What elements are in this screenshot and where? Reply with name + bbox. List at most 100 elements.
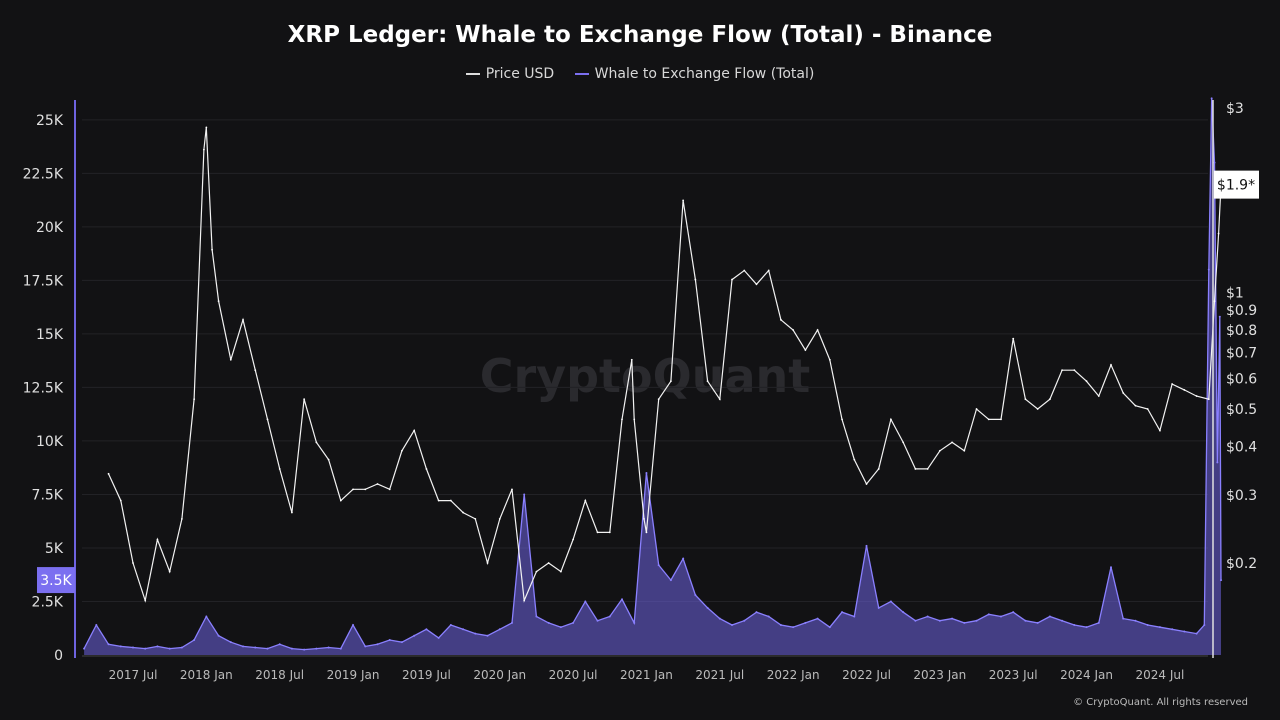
price-point [401, 449, 403, 452]
flow-point [388, 639, 391, 642]
price-point [755, 283, 758, 286]
price-point [1183, 389, 1186, 391]
left-axis-tick-label: 2.5K [32, 594, 64, 610]
flow-point [449, 624, 452, 627]
flow-point [278, 643, 281, 646]
price-point [291, 511, 293, 514]
flow-point [339, 647, 342, 650]
right-current-value-badge [1214, 170, 1259, 199]
price-point [816, 329, 819, 331]
left-axis-tick-label: 25K [36, 113, 64, 129]
price-point [1122, 392, 1125, 394]
legend-item-flow[interactable]: Whale to Exchange Flow (Total) [574, 66, 814, 82]
legend-item-price[interactable]: Price USD [465, 66, 554, 82]
flow-point [889, 600, 892, 603]
price-point [987, 418, 990, 421]
price-point [474, 518, 477, 520]
price-point [425, 468, 428, 470]
flow-point [1210, 97, 1213, 100]
flow-point [596, 619, 599, 622]
price-point [193, 398, 196, 401]
flow-point [804, 621, 807, 624]
x-axis-tick-label: 2022 Jan [767, 668, 820, 682]
price-point [1085, 380, 1088, 383]
price-point [743, 269, 746, 272]
price-point [535, 570, 538, 573]
price-point [1207, 398, 1210, 401]
flow-point [205, 615, 208, 618]
price-point [1000, 418, 1002, 421]
left-axis-tick-label: 15K [36, 327, 64, 343]
price-point [242, 318, 244, 321]
flow-point [1146, 624, 1149, 627]
left-axis-tick-label: 0 [54, 648, 63, 664]
flow-point [510, 621, 513, 624]
flow-point [144, 647, 147, 650]
left-axis-tick-label: 10K [36, 434, 64, 450]
price-point [767, 269, 770, 272]
price-point [254, 369, 257, 372]
right-axis-tick-label: $0.7 [1226, 345, 1257, 361]
price-point [938, 449, 941, 452]
x-axis-tick-label: 2018 Jan [180, 668, 233, 682]
x-axis-tick-label: 2019 Jul [402, 668, 451, 682]
price-point [584, 499, 587, 502]
price-point [278, 468, 281, 470]
left-axis-tick-label: 20K [36, 220, 64, 236]
flow-point [290, 647, 293, 650]
flow-point [180, 646, 183, 649]
price-point [963, 449, 966, 452]
x-axis-tick-label: 2023 Jul [989, 668, 1038, 682]
flow-point [547, 621, 550, 624]
flow-point [779, 624, 782, 627]
price-point [1110, 364, 1112, 366]
price-point [890, 418, 892, 421]
flow-point [743, 619, 746, 622]
flow-point [951, 617, 954, 620]
flow-point [706, 606, 709, 609]
price-point [511, 488, 513, 491]
price-point [926, 468, 929, 470]
price-point [643, 518, 645, 520]
price-point [376, 483, 379, 485]
right-axis-tick-label: $3 [1226, 101, 1244, 117]
price-point [902, 441, 905, 444]
flow-point [400, 641, 403, 644]
price-point [657, 398, 660, 401]
flow-point [1061, 619, 1064, 622]
legend-swatch-flow [574, 73, 589, 75]
x-axis-tick-label: 2017 Jul [109, 668, 158, 682]
price-point [621, 418, 623, 421]
price-point [706, 380, 709, 383]
price-line [107, 127, 1222, 603]
flow-point [926, 615, 929, 618]
price-point [1213, 300, 1216, 303]
price-point [413, 429, 416, 432]
flow-point [572, 621, 575, 624]
price-point [211, 248, 213, 251]
x-axis-tick-label: 2024 Jul [1135, 668, 1184, 682]
flow-point [437, 636, 440, 639]
price-point [1195, 395, 1198, 397]
price-point [352, 488, 354, 491]
price-point [266, 418, 269, 421]
flow-point [877, 606, 880, 609]
flow-point [1048, 615, 1051, 618]
flow-point [1024, 619, 1027, 622]
price-point [132, 562, 134, 564]
price-point [1217, 232, 1220, 235]
price-point [951, 441, 953, 444]
price-point [645, 531, 648, 534]
flow-point [841, 611, 844, 614]
flow-point [217, 634, 220, 637]
flow-point [498, 628, 501, 631]
flow-point [1134, 619, 1137, 622]
left-axis-tick-label: 7.5K [32, 487, 64, 503]
flow-point [1122, 617, 1125, 620]
flow-point [828, 626, 831, 629]
flow-point [914, 619, 917, 622]
flow-point [523, 493, 526, 496]
price-point [303, 398, 306, 401]
flow-point [119, 645, 122, 648]
flow-point [999, 615, 1002, 618]
